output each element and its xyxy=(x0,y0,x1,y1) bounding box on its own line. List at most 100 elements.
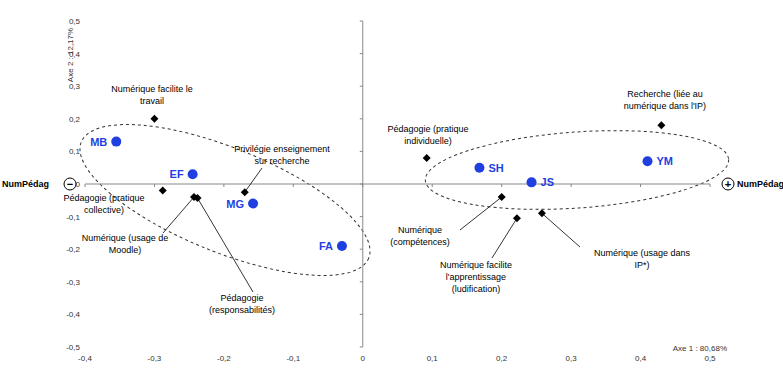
x-tick xyxy=(640,184,641,187)
leader-line xyxy=(542,213,580,247)
y-tick-label: 0,2 xyxy=(69,115,81,124)
x-tick-label: -0,1 xyxy=(286,354,300,363)
x-tick-label: -0,2 xyxy=(217,354,231,363)
x-tick xyxy=(571,184,572,187)
x-tick-label: 0,1 xyxy=(427,354,439,363)
variable-label: Privilégie enseignement sur recherche xyxy=(234,144,330,166)
y-tick-label: 0,1 xyxy=(69,147,81,156)
leader-line xyxy=(492,218,517,258)
x-axis xyxy=(85,184,710,185)
label-line: (responsabilités) xyxy=(209,305,275,315)
label-line: Numérique xyxy=(398,225,442,235)
x-tick-label: -0,4 xyxy=(78,354,92,363)
y-tick-label: -0,1 xyxy=(66,213,80,222)
label-line: IP*) xyxy=(634,260,649,270)
variable-point xyxy=(423,154,431,162)
label-line: individuelle) xyxy=(404,136,452,146)
y-axis-title: Axe 2 : 12,17% xyxy=(66,28,75,82)
y-tick xyxy=(360,53,363,54)
y-tick xyxy=(360,151,363,152)
label-line: Pédagogie xyxy=(220,293,263,303)
y-tick-label: -0,3 xyxy=(66,278,80,287)
label-line: Pédagogie (pratique xyxy=(387,124,468,134)
x-tick-label: 0,2 xyxy=(496,354,508,363)
y-tick-label: -0,4 xyxy=(66,310,80,319)
leader-line xyxy=(460,197,502,230)
y-tick xyxy=(360,118,363,119)
pole-circle xyxy=(722,178,734,190)
x-tick-label: 0,3 xyxy=(566,354,578,363)
individual-point xyxy=(188,169,198,179)
individual-label: SH xyxy=(488,162,503,174)
x-tick xyxy=(710,184,711,187)
y-tick xyxy=(360,21,363,22)
individual-label: YM xyxy=(657,155,674,167)
label-line: Recherche (liée au xyxy=(627,89,703,99)
individual-point xyxy=(111,137,121,147)
variable-label: Recherche (liée au numérique dans l'IP) xyxy=(624,89,706,111)
pole-label: NumPédag xyxy=(2,179,49,189)
y-tick xyxy=(360,281,363,282)
variable-point xyxy=(159,187,167,195)
y-tick xyxy=(360,249,363,250)
pole-minus: − xyxy=(67,178,73,190)
individual-point xyxy=(643,156,653,166)
individual-point xyxy=(337,241,347,251)
individual-label: MB xyxy=(90,136,107,148)
leader-line xyxy=(163,197,194,233)
group-ellipse xyxy=(423,121,732,218)
chart: -0,4-0,3-0,2-0,100,10,20,30,40,5-0,5-0,4… xyxy=(0,0,783,389)
variable-label: Numérique (usage dans IP*) xyxy=(594,248,691,270)
leader-line xyxy=(198,198,254,292)
y-tick xyxy=(360,184,363,185)
x-tick-label: 0 xyxy=(361,354,366,363)
individual-label: JS xyxy=(541,176,554,188)
x-tick xyxy=(432,184,433,187)
x-tick xyxy=(293,184,294,187)
individual-point xyxy=(474,163,484,173)
y-tick xyxy=(360,86,363,87)
label-line: (compétences) xyxy=(390,237,450,247)
y-tick-label: -0,2 xyxy=(66,245,80,254)
label-line: Numérique facilite xyxy=(440,260,512,270)
individual-label: EF xyxy=(170,168,184,180)
y-tick-label: 0,3 xyxy=(69,82,81,91)
label-line: Numérique (usage dans xyxy=(594,248,691,258)
individual-point xyxy=(248,199,258,209)
y-tick xyxy=(360,314,363,315)
label-line: Numérique facilite le xyxy=(111,84,193,94)
y-tick xyxy=(360,347,363,348)
variable-point xyxy=(150,115,158,123)
individual-point xyxy=(527,177,537,187)
label-line: Privilégie enseignement xyxy=(234,144,330,154)
x-tick xyxy=(154,184,155,187)
pole-label: NumPédag xyxy=(737,179,783,189)
x-tick xyxy=(223,184,224,187)
variable-label: Numérique (usage deMoodle) xyxy=(82,233,169,255)
variable-label: Pédagogie (responsabilités) xyxy=(209,293,275,315)
labels: MBEFMGFASHJSYMNumérique facilite letrava… xyxy=(63,84,706,315)
y-tick-label: 0,5 xyxy=(69,17,81,26)
x-axis-title: Axe 1 : 80,68% xyxy=(673,344,727,353)
group-ellipse xyxy=(62,94,388,307)
leader-line xyxy=(245,168,262,192)
x-tick-label: 0,4 xyxy=(635,354,647,363)
variable-point xyxy=(657,121,665,129)
label-line: sur recherche xyxy=(254,156,309,166)
label-line: travail xyxy=(140,96,164,106)
x-tick-label: 0,5 xyxy=(704,354,716,363)
variable-label: Numérique facilite le travail xyxy=(111,84,193,106)
label-line: collective) xyxy=(84,205,124,215)
label-line: (ludification) xyxy=(452,284,501,294)
marks xyxy=(111,115,665,251)
variable-label: Numérique facilite l'apprentissage (ludifi… xyxy=(440,260,512,294)
label-line: Moodle) xyxy=(109,245,142,255)
label-line: l'apprentissage xyxy=(446,272,506,282)
x-tick xyxy=(501,184,502,187)
y-tick xyxy=(360,216,363,217)
variable-label: Pédagogie (pratiquecollective) xyxy=(63,193,144,215)
label-line: numérique dans l'IP) xyxy=(624,101,706,111)
x-tick xyxy=(85,184,86,187)
variable-label: Numérique (compétences) xyxy=(390,225,450,247)
pole-circle xyxy=(64,178,76,190)
